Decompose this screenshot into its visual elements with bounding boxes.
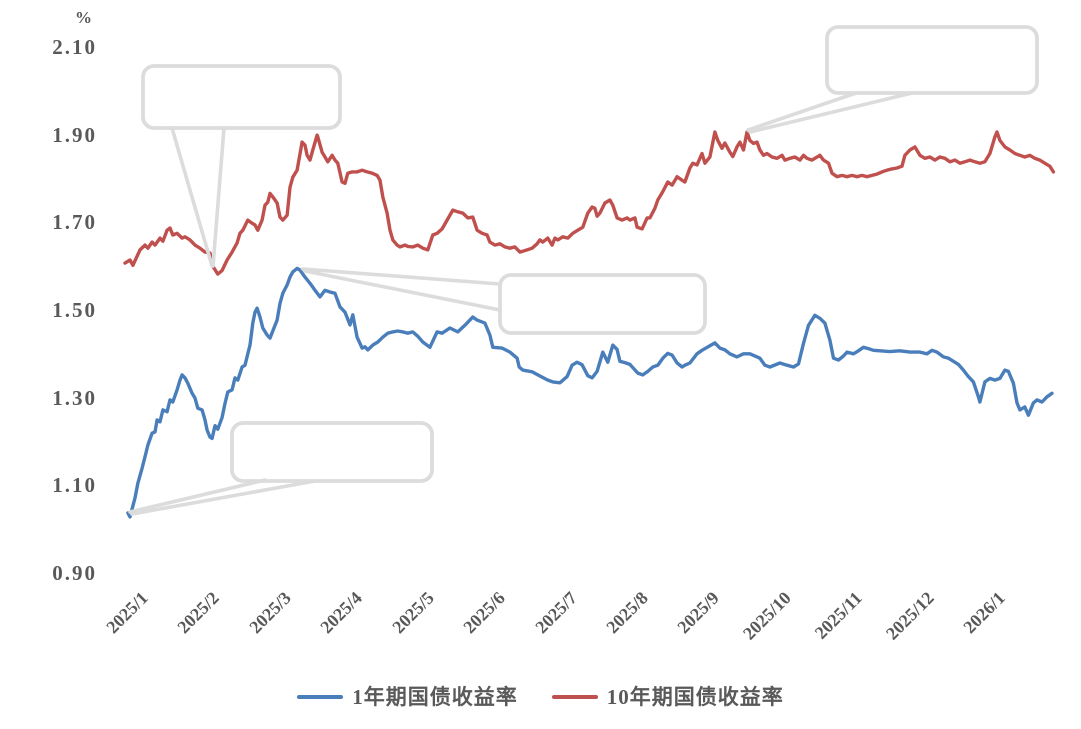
callout-jan-low-1y (230, 421, 434, 483)
legend-label-10y: 10年期国债收益率 (606, 685, 784, 709)
y-tick-label: 1.10 (52, 473, 97, 498)
y-tick-label: 1.50 (52, 298, 97, 322)
callout-sep-peak-10y (825, 25, 1039, 95)
series-line-1y (126, 266, 1054, 519)
callout-mar-peak-1y-leader-line-2 (303, 269, 502, 312)
callout-jan-low-1y-leader-line-2 (130, 479, 317, 516)
callout-feb-dip-10y-leader-line-1 (170, 126, 214, 268)
callout-jan-low-1y-leader-line-1 (128, 478, 267, 514)
callout-feb-dip-10y-leader-line-2 (211, 126, 226, 268)
y-axis-unit-label: % (75, 8, 93, 27)
legend-item-1y: 1年期国债收益率 (297, 685, 518, 709)
legend-swatch-1y-icon (297, 694, 344, 700)
callout-mar-peak-1y (498, 273, 707, 335)
legend: 1年期国债收益率 10年期国债收益率 (0, 685, 1081, 709)
callout-feb-dip-10y (141, 64, 342, 130)
y-tick-label: 2.10 (52, 35, 97, 59)
y-tick-label: 1.30 (52, 385, 97, 410)
legend-label-1y: 1年期国债收益率 (352, 685, 518, 709)
y-tick-label: 1.90 (52, 122, 97, 147)
legend-swatch-10y-icon (551, 694, 598, 700)
y-tick-label: 1.70 (52, 210, 97, 235)
y-tick-label: 0.90 (52, 561, 97, 585)
legend-item-10y: 10年期国债收益率 (551, 685, 784, 709)
callout-mar-peak-1y-leader-line-1 (301, 267, 502, 286)
series-line-10y (123, 130, 1056, 276)
callout-sep-peak-10y-leader-line-1 (746, 91, 858, 132)
callout-sep-peak-10y-leader-line-2 (748, 91, 914, 134)
